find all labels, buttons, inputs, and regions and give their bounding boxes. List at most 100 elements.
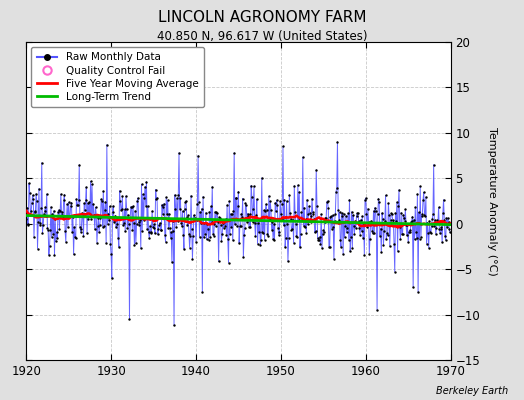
Point xyxy=(210,232,218,239)
Point xyxy=(314,237,323,243)
Point xyxy=(391,210,400,216)
Point xyxy=(239,254,247,260)
Point xyxy=(27,208,35,214)
Point xyxy=(189,233,198,240)
Point xyxy=(185,230,193,237)
Point xyxy=(209,231,217,237)
Point xyxy=(230,150,238,156)
Point xyxy=(179,232,188,238)
Point xyxy=(167,229,176,235)
Point xyxy=(434,219,442,226)
Point xyxy=(420,212,429,218)
Point xyxy=(432,225,441,232)
Point xyxy=(442,215,451,221)
Point xyxy=(216,215,224,222)
Point xyxy=(138,228,146,234)
Point xyxy=(205,209,214,215)
Point xyxy=(93,240,101,246)
Point xyxy=(386,217,395,223)
Point xyxy=(82,184,91,190)
Point xyxy=(444,219,453,226)
Point xyxy=(173,218,182,224)
Point xyxy=(370,230,378,236)
Point xyxy=(181,199,190,206)
Point xyxy=(195,234,204,240)
Point xyxy=(223,202,231,208)
Point xyxy=(294,217,303,223)
Point xyxy=(198,289,206,295)
Point xyxy=(267,207,275,214)
Point xyxy=(214,258,223,265)
Point xyxy=(173,195,181,202)
Point xyxy=(395,187,403,193)
Point xyxy=(257,236,265,243)
Point xyxy=(291,221,300,228)
Point xyxy=(410,216,418,223)
Point xyxy=(70,224,79,230)
Point xyxy=(202,209,210,216)
Point xyxy=(429,211,437,218)
Point xyxy=(38,160,46,166)
Point xyxy=(29,196,37,202)
Point xyxy=(410,236,419,242)
Point xyxy=(231,220,239,227)
Point xyxy=(204,237,213,243)
Point xyxy=(87,216,95,222)
Point xyxy=(86,178,95,185)
Point xyxy=(255,229,263,236)
Point xyxy=(321,215,330,221)
Point xyxy=(119,222,127,228)
Point xyxy=(359,234,367,241)
Point xyxy=(135,222,144,228)
Point xyxy=(193,201,202,207)
Point xyxy=(182,198,190,204)
Point xyxy=(32,190,40,197)
Point xyxy=(247,182,255,189)
Point xyxy=(317,211,325,218)
Point xyxy=(422,194,430,200)
Point xyxy=(145,235,154,241)
Point xyxy=(441,232,449,239)
Point xyxy=(105,217,113,224)
Point xyxy=(352,225,360,231)
Text: 40.850 N, 96.617 W (United States): 40.850 N, 96.617 W (United States) xyxy=(157,30,367,43)
Point xyxy=(416,235,424,242)
Point xyxy=(164,225,172,231)
Point xyxy=(313,203,321,209)
Point xyxy=(89,201,97,207)
Point xyxy=(108,208,117,215)
Point xyxy=(299,154,307,160)
Point xyxy=(69,251,78,258)
Point xyxy=(398,231,406,238)
Point xyxy=(438,239,446,245)
Point xyxy=(352,212,361,219)
Point xyxy=(313,234,322,241)
Point xyxy=(178,223,186,229)
Point xyxy=(60,197,68,203)
Point xyxy=(414,289,422,295)
Point xyxy=(132,240,140,247)
Point xyxy=(221,222,229,229)
Point xyxy=(30,234,38,240)
Point xyxy=(275,232,283,238)
Point xyxy=(161,238,170,245)
Point xyxy=(277,210,285,217)
Point xyxy=(400,214,408,221)
Point xyxy=(180,246,188,252)
Point xyxy=(186,233,194,240)
Point xyxy=(56,208,64,214)
Point xyxy=(232,195,240,201)
Point xyxy=(355,224,364,231)
Point xyxy=(44,226,52,233)
Point xyxy=(280,196,289,203)
Point xyxy=(95,222,104,228)
Point xyxy=(315,237,323,243)
Point xyxy=(199,193,207,200)
Point xyxy=(62,213,71,219)
Point xyxy=(133,221,141,227)
Point xyxy=(234,203,242,209)
Point xyxy=(163,197,172,203)
Point xyxy=(287,227,296,233)
Point xyxy=(103,142,111,148)
Point xyxy=(248,219,257,225)
